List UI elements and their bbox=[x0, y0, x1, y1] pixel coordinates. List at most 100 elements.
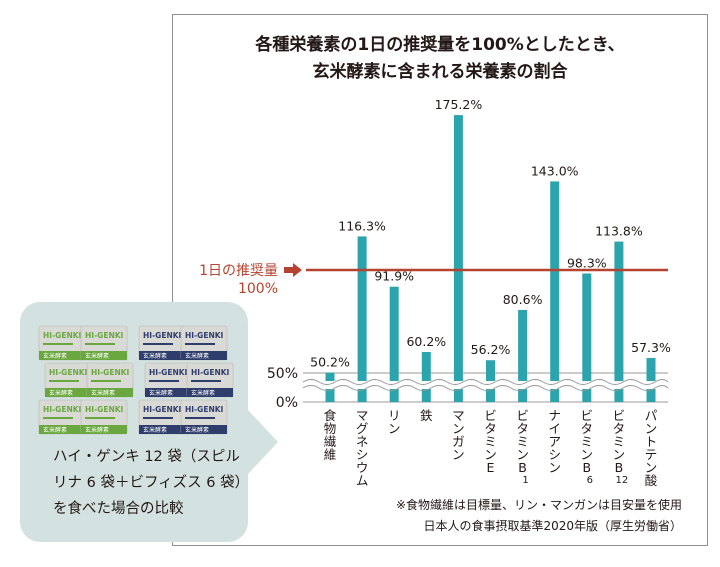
packet-band bbox=[139, 425, 185, 434]
packet-brand-label: HI-GENKI bbox=[149, 368, 188, 377]
y-tick-label: 0% bbox=[276, 395, 298, 411]
x-tick-label: パントテン酸 bbox=[645, 408, 658, 488]
bar bbox=[421, 351, 431, 402]
bar bbox=[646, 357, 656, 402]
bar-value-label: 175.2% bbox=[435, 97, 483, 112]
x-tick-label: リン bbox=[388, 408, 401, 436]
packet-stripe bbox=[85, 343, 115, 345]
card-caption: ハイ・ゲンキ 12 袋（スピル リナ 6 袋＋ビフィズス 6 袋） を食べた場合… bbox=[53, 444, 253, 522]
bar bbox=[357, 236, 367, 402]
card-caption-line-1: ハイ・ゲンキ 12 袋（スピル bbox=[53, 449, 240, 465]
reference-arrow-icon bbox=[284, 263, 302, 277]
packet-variant-label: 玄米酵素 bbox=[185, 352, 209, 360]
bar-value-label: 91.9% bbox=[374, 269, 414, 284]
chart-title-line-2: 玄米酵素に含まれる栄養素の割合 bbox=[312, 62, 568, 82]
packet-variant-label: 玄米酵素 bbox=[143, 426, 167, 434]
bar-value-label: 50.2% bbox=[310, 355, 350, 370]
packet-band bbox=[181, 425, 227, 434]
bar-value-label: 57.3% bbox=[631, 340, 671, 355]
packet-variant-label: 玄米酵素 bbox=[149, 389, 173, 397]
bar bbox=[389, 286, 399, 402]
packet-variant-label: 玄米酵素 bbox=[85, 426, 109, 434]
packet-variant-label: 玄米酵素 bbox=[185, 426, 209, 434]
packet-stripe bbox=[143, 417, 173, 419]
packet-brand-label: HI-GENKI bbox=[185, 331, 224, 340]
packet-brand-label: HI-GENKI bbox=[85, 331, 124, 340]
x-tick-label: ビタミン B 6 bbox=[581, 408, 594, 486]
packet-stripe bbox=[85, 417, 115, 419]
bar-value-label: 113.8% bbox=[595, 224, 643, 239]
x-tick-label: マンガン bbox=[452, 408, 465, 462]
packet-stripe bbox=[185, 343, 215, 345]
x-tick-label: ビタミン B 12 bbox=[613, 408, 629, 486]
y-tick-label: 50% bbox=[267, 366, 298, 382]
axis-break-line-top bbox=[302, 379, 669, 385]
bar-value-label: 143.0% bbox=[531, 163, 579, 178]
bar bbox=[614, 241, 624, 402]
packet-brand-label: HI-GENKI bbox=[185, 405, 224, 414]
axis-break-mask bbox=[303, 381, 668, 389]
reference-label-line-1: 1日の推奨量 bbox=[199, 263, 278, 279]
packet-brand-label: HI-GENKI bbox=[143, 331, 182, 340]
card-caption-line-2: リナ 6 袋＋ビフィズス 6 袋） bbox=[53, 475, 250, 491]
packet-brand-label: HI-GENKI bbox=[43, 405, 82, 414]
bar bbox=[453, 115, 463, 402]
chart-title: 各種栄養素の1日の推奨量を100%としたとき、 玄米酵素に含まれる栄養素の割合 bbox=[172, 32, 708, 86]
chart-title-line-1: 各種栄養素の1日の推奨量を100%としたとき、 bbox=[255, 35, 625, 55]
packet-stripe bbox=[43, 343, 73, 345]
bar-value-label: 56.2% bbox=[471, 342, 511, 357]
bar-value-label: 60.2% bbox=[406, 334, 446, 349]
x-tick-label: ビタミン E bbox=[484, 408, 497, 475]
card-pointer-arrow bbox=[248, 410, 278, 474]
reference-label-line-2: 100% bbox=[238, 281, 278, 297]
x-tick-label: ビタミン B 1 bbox=[516, 408, 529, 486]
packet-stripe bbox=[49, 380, 79, 382]
packet-brand-label: HI-GENKI bbox=[85, 405, 124, 414]
packet-variant-label: 玄米酵素 bbox=[43, 352, 67, 360]
packet-brand-label: HI-GENKI bbox=[49, 368, 88, 377]
packet-band bbox=[81, 425, 127, 434]
card-caption-line-3: を食べた場合の比較 bbox=[53, 501, 184, 517]
x-tick-label: ナイアシン bbox=[548, 408, 561, 475]
packet-brand-label: HI-GENKI bbox=[43, 331, 82, 340]
axis-break-line-bottom bbox=[302, 385, 669, 391]
packet-band bbox=[39, 351, 85, 360]
packet-variant-label: 玄米酵素 bbox=[143, 352, 167, 360]
bar bbox=[518, 309, 528, 402]
packet-stripe bbox=[191, 380, 221, 382]
bar bbox=[582, 273, 592, 402]
footnote-targets: ※食物繊維は目標量、リン・マンガンは目安量を使用 bbox=[395, 498, 682, 512]
bar-value-label: 116.3% bbox=[338, 218, 386, 233]
packet-band bbox=[81, 351, 127, 360]
packet-brand-label: HI-GENKI bbox=[143, 405, 182, 414]
packet-band bbox=[187, 388, 233, 397]
packet-variant-label: 玄米酵素 bbox=[85, 352, 109, 360]
x-tick-label: マグネシウム bbox=[356, 408, 369, 488]
packet-band bbox=[45, 388, 91, 397]
packet-stripe bbox=[149, 380, 179, 382]
x-tick-label: 食物繊維 bbox=[324, 408, 337, 462]
packet-band bbox=[87, 388, 133, 397]
bar-value-label: 80.6% bbox=[503, 292, 543, 307]
packet-band bbox=[181, 351, 227, 360]
bar-value-label: 98.3% bbox=[567, 256, 607, 271]
packet-brand-label: HI-GENKI bbox=[191, 368, 230, 377]
packet-stripe bbox=[43, 417, 73, 419]
footnote-source: 日本人の食事摂取基準2020年版（厚生労働省） bbox=[423, 519, 682, 533]
bar bbox=[550, 181, 560, 402]
packet-band bbox=[145, 388, 191, 397]
packet-stripe bbox=[185, 417, 215, 419]
packet-variant-label: 玄米酵素 bbox=[191, 389, 215, 397]
packet-variant-label: 玄米酵素 bbox=[43, 426, 67, 434]
packet-band bbox=[39, 425, 85, 434]
x-tick-label: 鉄 bbox=[420, 408, 433, 423]
packet-band bbox=[139, 351, 185, 360]
packet-stripe bbox=[143, 343, 173, 345]
packet-brand-label: HI-GENKI bbox=[91, 368, 130, 377]
info-card: HI-GENKI 玄米酵素 HI-GENKI 玄米酵素 HI-GENKI 玄米酵素 HI-G… bbox=[20, 302, 249, 542]
packet-stripe bbox=[91, 380, 121, 382]
product-packets-image: HI-GENKI 玄米酵素 HI-GENKI 玄米酵素 HI-GENKI 玄米酵素 HI-G… bbox=[38, 325, 234, 435]
packet-variant-label: 玄米酵素 bbox=[49, 389, 73, 397]
packet-variant-label: 玄米酵素 bbox=[91, 389, 115, 397]
